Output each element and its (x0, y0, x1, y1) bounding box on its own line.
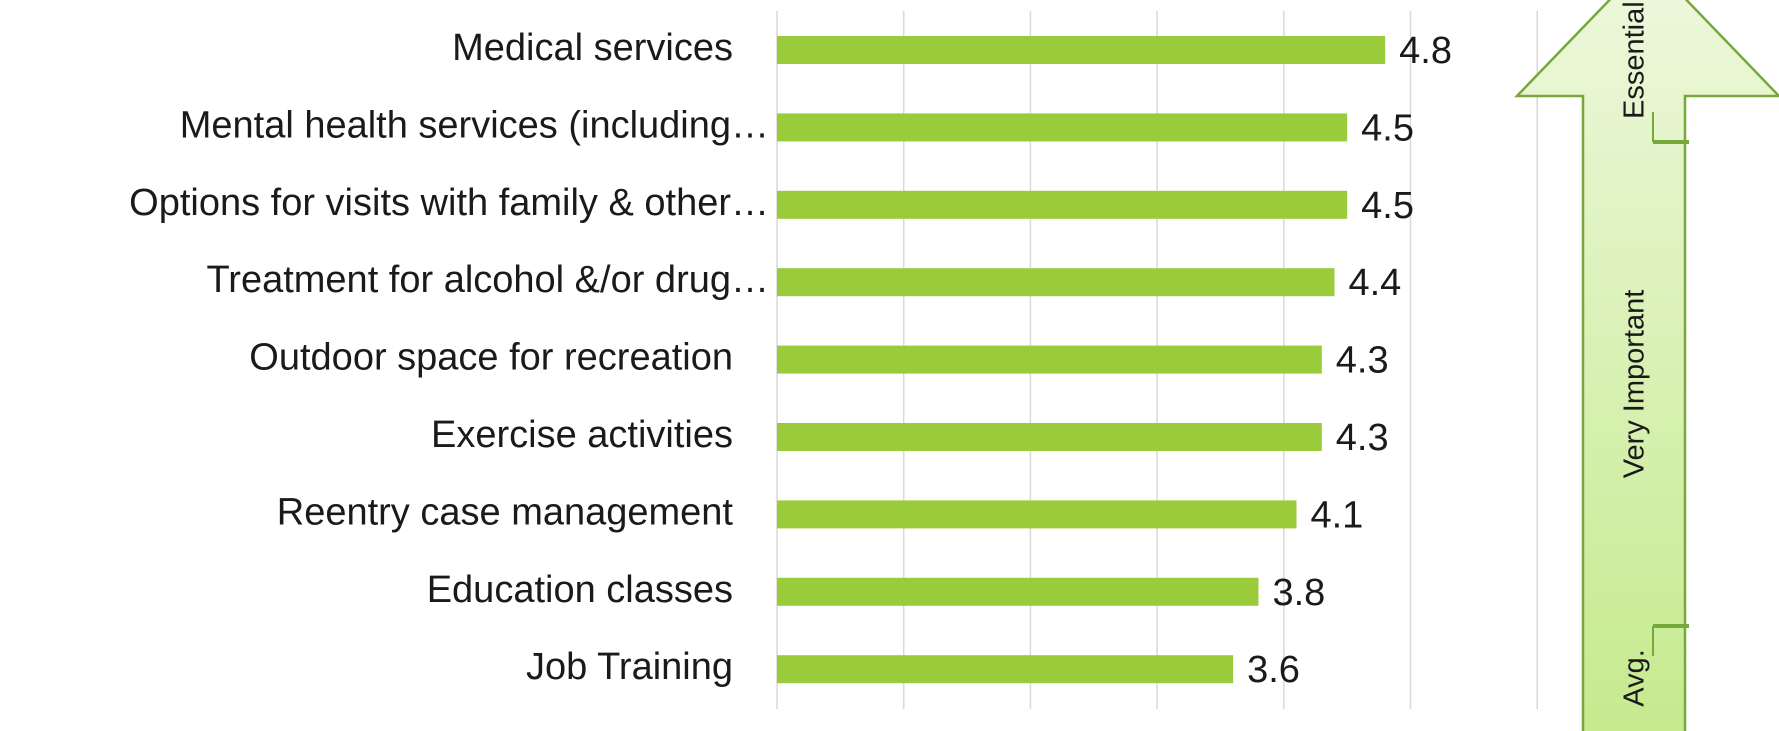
value-label: 4.5 (1361, 107, 1414, 149)
y-tick-label: Education classes (427, 569, 733, 611)
bar (777, 577, 1259, 606)
bar (777, 655, 1234, 684)
value-label: 3.8 (1272, 572, 1325, 614)
scale-arrow (1514, 0, 1779, 731)
bar (777, 36, 1386, 64)
bar (777, 190, 1348, 219)
y-tick-label: Medical services (452, 27, 733, 69)
annotation: Very Important (1619, 290, 1651, 479)
bar (777, 268, 1335, 297)
y-tick-label: Exercise activities (431, 414, 733, 456)
bars: Medical services 4.8 Mental health service… (129, 27, 1452, 691)
bar (777, 423, 1322, 451)
y-tick-label: Treatment for alcohol &/or drug… (206, 259, 769, 301)
bar (777, 345, 1322, 374)
value-label: 4.5 (1361, 185, 1414, 227)
y-tick-label: Mental health services (including… (180, 104, 769, 146)
y-tick-label: Options for visits with family & other… (129, 182, 769, 224)
value-label: 4.3 (1336, 340, 1389, 382)
value-label: 3.6 (1247, 649, 1300, 691)
bar (777, 500, 1297, 529)
annotation: Avg. (1619, 649, 1651, 707)
y-tick-label: Reentry case management (277, 491, 734, 533)
bar (777, 113, 1348, 142)
y-tick-label: Job Training (526, 646, 733, 688)
y-tick-label: Outdoor space for recreation (249, 337, 733, 379)
annotation: Essential (1619, 1, 1651, 119)
value-label: 4.4 (1348, 262, 1401, 304)
value-label: 4.1 (1310, 494, 1363, 536)
value-label: 4.3 (1336, 417, 1389, 459)
value-label: 4.8 (1399, 30, 1452, 72)
